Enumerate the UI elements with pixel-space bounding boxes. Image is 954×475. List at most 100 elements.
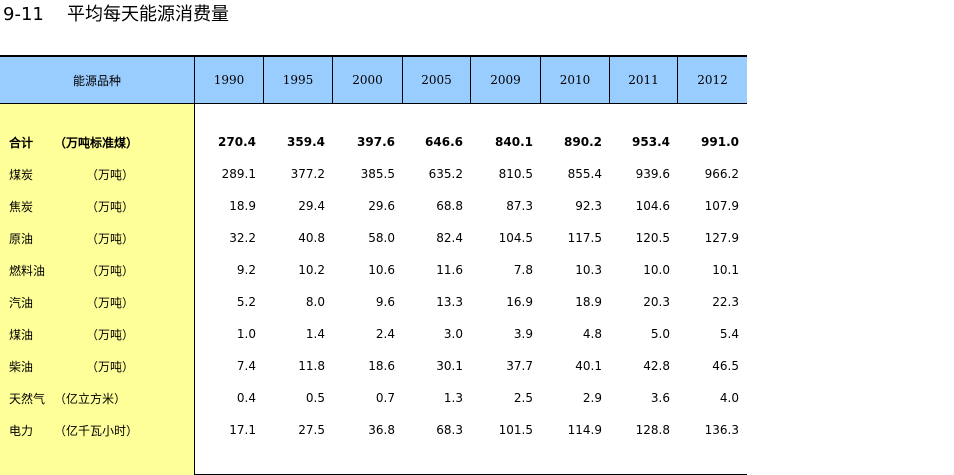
row-label: 电力 （亿千瓦小时） xyxy=(0,422,195,439)
value-cell: 92.3 xyxy=(575,199,602,213)
value-cell: 2.4 xyxy=(375,327,395,341)
value-cell: 32.2 xyxy=(229,231,256,245)
value-cell: 10.2 xyxy=(298,263,325,277)
value-cell: 10.1 xyxy=(712,263,739,277)
value-cell: 82.4 xyxy=(436,231,463,245)
energy-name: 柴油 xyxy=(9,359,34,374)
value-cell: 1.3 xyxy=(443,391,463,405)
value-cell: 10.0 xyxy=(643,263,670,277)
value-cell: 27.5 xyxy=(298,423,325,437)
row-label: 柴油 （万吨） xyxy=(0,358,195,375)
value-cell: 0.4 xyxy=(236,391,256,405)
value-cell: 953.4 xyxy=(632,135,670,149)
label-column-background xyxy=(0,104,195,475)
row-label: 天然气 （亿立方米） xyxy=(0,390,195,407)
table-row: 煤炭 （万吨） 289.1 377.2 385.5 635.2 810.5 855.4 939.… xyxy=(0,158,747,190)
row-label: 煤油 （万吨） xyxy=(0,326,195,343)
value-cell: 40.1 xyxy=(575,359,602,373)
value-cell: 107.9 xyxy=(704,199,739,213)
energy-name: 原油 xyxy=(9,231,34,246)
table-row: 电力 （亿千瓦小时） 17.1 27.5 36.8 68.3 101.5 114.9 128.8… xyxy=(0,414,747,446)
value-cell: 7.8 xyxy=(513,263,533,277)
row-label: 合计 （万吨标准煤） xyxy=(0,134,195,151)
value-cell: 68.8 xyxy=(436,199,463,213)
value-cell: 29.4 xyxy=(298,199,325,213)
value-cell: 18.6 xyxy=(368,359,395,373)
energy-unit: （万吨） xyxy=(86,327,135,342)
energy-name: 合计 xyxy=(9,135,34,150)
energy-unit: （万吨） xyxy=(86,263,135,278)
row-label: 焦炭 （万吨） xyxy=(0,198,195,215)
value-cell: 2.5 xyxy=(513,391,533,405)
value-cell: 991.0 xyxy=(701,135,739,149)
energy-unit: （万吨标准煤） xyxy=(54,135,139,150)
value-cell: 646.6 xyxy=(425,135,463,149)
value-cell: 18.9 xyxy=(229,199,256,213)
energy-unit: （万吨） xyxy=(86,295,135,310)
energy-unit: （万吨） xyxy=(86,231,135,246)
value-cell: 29.6 xyxy=(368,199,395,213)
value-cell: 68.3 xyxy=(436,423,463,437)
value-cell: 635.2 xyxy=(428,167,463,181)
value-cell: 855.4 xyxy=(567,167,602,181)
value-cell: 117.5 xyxy=(567,231,602,245)
value-cell: 87.3 xyxy=(506,199,533,213)
value-cell: 5.4 xyxy=(719,327,739,341)
energy-name: 煤油 xyxy=(9,327,34,342)
value-cell: 1.4 xyxy=(305,327,325,341)
value-cell: 104.6 xyxy=(635,199,670,213)
table-row: 汽油 （万吨） 5.2 8.0 9.6 13.3 16.9 18.9 20.3 22.3 xyxy=(0,286,747,318)
value-cell: 3.9 xyxy=(513,327,533,341)
table-row: 燃料油 （万吨） 9.2 10.2 10.6 11.6 7.8 10.3 10.0 10.1 xyxy=(0,254,747,286)
row-label: 煤炭 （万吨） xyxy=(0,166,195,183)
value-cell: 3.0 xyxy=(443,327,463,341)
energy-name: 煤炭 xyxy=(9,167,34,182)
header-energy-type: 能源品种 xyxy=(0,57,195,103)
header-year: 2011 xyxy=(610,57,678,103)
value-cell: 104.5 xyxy=(498,231,533,245)
value-cell: 58.0 xyxy=(368,231,395,245)
value-cell: 40.8 xyxy=(298,231,325,245)
value-cell: 16.9 xyxy=(506,295,533,309)
value-cell: 22.3 xyxy=(712,295,739,309)
row-label: 汽油 （万吨） xyxy=(0,294,195,311)
value-cell: 136.3 xyxy=(704,423,739,437)
row-label: 原油 （万吨） xyxy=(0,230,195,247)
table-body: 合计 （万吨标准煤） 270.4 359.4 397.6 646.6 840.1 890.2 9… xyxy=(0,126,747,446)
value-cell: 4.0 xyxy=(719,391,739,405)
header-year: 2012 xyxy=(697,73,728,87)
value-cell: 13.3 xyxy=(436,295,463,309)
value-cell: 1.0 xyxy=(236,327,256,341)
table-number: 9-11 xyxy=(3,4,44,25)
value-cell: 10.6 xyxy=(368,263,395,277)
value-cell: 840.1 xyxy=(495,135,533,149)
header-year: 1995 xyxy=(264,57,333,103)
value-cell: 4.8 xyxy=(582,327,602,341)
header-year: 2000 xyxy=(333,57,403,103)
energy-name: 燃料油 xyxy=(9,263,46,278)
energy-name: 焦炭 xyxy=(9,199,34,214)
header-year: 2005 xyxy=(403,57,471,103)
value-cell: 359.4 xyxy=(287,135,325,149)
value-cell: 289.1 xyxy=(221,167,256,181)
value-cell: 5.0 xyxy=(650,327,670,341)
value-cell: 120.5 xyxy=(635,231,670,245)
table-title: 平均每天能源消费量 xyxy=(67,4,229,25)
energy-unit: （万吨） xyxy=(86,167,135,182)
value-cell: 10.3 xyxy=(575,263,602,277)
value-cell: 17.1 xyxy=(229,423,256,437)
value-cell: 9.2 xyxy=(236,263,256,277)
value-cell: 385.5 xyxy=(360,167,395,181)
energy-consumption-table: 能源品种 1990 1995 2000 2005 2009 2010 2011 … xyxy=(0,55,747,475)
table-row: 柴油 （万吨） 7.4 11.8 18.6 30.1 37.7 40.1 42.8 46.5 xyxy=(0,350,747,382)
value-cell: 11.8 xyxy=(298,359,325,373)
table-row: 天然气 （亿立方米） 0.4 0.5 0.7 1.3 2.5 2.9 3.6 4.0 xyxy=(0,382,747,414)
value-cell: 37.7 xyxy=(506,359,533,373)
value-cell: 810.5 xyxy=(498,167,533,181)
value-cell: 42.8 xyxy=(643,359,670,373)
value-cell: 128.8 xyxy=(635,423,670,437)
value-cell: 36.8 xyxy=(368,423,395,437)
value-cell: 966.2 xyxy=(704,167,739,181)
value-cell: 377.2 xyxy=(290,167,325,181)
value-cell: 0.7 xyxy=(375,391,395,405)
